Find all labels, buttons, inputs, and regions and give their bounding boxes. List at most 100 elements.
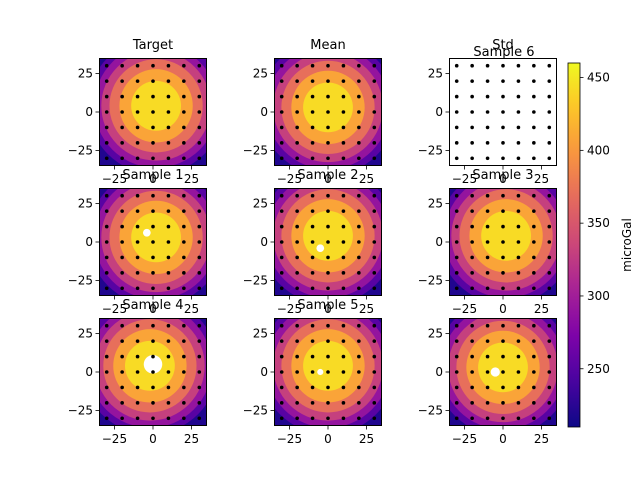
- station-point: [454, 416, 459, 421]
- station-point: [104, 141, 109, 145]
- station-point: [532, 370, 536, 374]
- station-point: [120, 323, 124, 328]
- contour-band: [303, 210, 353, 261]
- station-point: [166, 224, 171, 229]
- station-point: [470, 255, 474, 260]
- subplot-grid: −25 0 25 −25 0 25 Target −25 0 25 −25 0 25 Mean −25 0 25…: [68, 38, 557, 446]
- station-point: [295, 79, 299, 83]
- station-point: [295, 156, 299, 161]
- station-point: [372, 141, 377, 145]
- station-point: [485, 110, 490, 114]
- x-tick-label: 25: [184, 172, 199, 186]
- station-point: [547, 401, 552, 405]
- station-point: [279, 156, 284, 161]
- subplot-title: Sample 3: [472, 168, 533, 183]
- station-point: [372, 370, 377, 374]
- station-point: [295, 125, 299, 130]
- station-point: [357, 385, 361, 390]
- station-point: [104, 385, 109, 390]
- x-tick-label: −25: [277, 432, 302, 446]
- station-point: [532, 271, 536, 275]
- station-point: [104, 370, 109, 374]
- x-tick-label: 0: [499, 302, 507, 316]
- station-point: [485, 193, 490, 198]
- x-tick-label: 0: [149, 172, 157, 186]
- y-tick-label: 25: [428, 326, 443, 340]
- station-point: [279, 416, 284, 421]
- contour-field: [449, 188, 557, 296]
- station-point: [151, 63, 155, 68]
- station-point: [166, 94, 171, 99]
- station-point: [310, 255, 315, 260]
- contour-field: [274, 188, 382, 296]
- axes-frame: [274, 58, 382, 166]
- station-point: [454, 401, 459, 405]
- station-point: [372, 255, 377, 260]
- station-point: [135, 63, 140, 68]
- station-point: [166, 79, 171, 83]
- station-point: [135, 224, 140, 229]
- station-point: [326, 255, 330, 260]
- station-point: [310, 94, 315, 99]
- station-point: [372, 209, 377, 213]
- axes-frame: [274, 188, 382, 296]
- station-point: [532, 63, 536, 68]
- station-point: [516, 323, 521, 328]
- station-point: [120, 385, 124, 390]
- station-point: [516, 255, 521, 260]
- station-point: [197, 339, 202, 343]
- station-point: [454, 286, 459, 291]
- station-point: [501, 209, 505, 213]
- station-point: [470, 141, 474, 145]
- y-tick-label: 25: [253, 196, 268, 210]
- station-point: [104, 339, 109, 343]
- station-point: [326, 339, 330, 343]
- station-point: [182, 94, 186, 99]
- station-point: [341, 240, 346, 244]
- station-point: [135, 354, 140, 359]
- station-point: [485, 286, 490, 291]
- station-point: [166, 255, 171, 260]
- colorbar-tick-label: 450: [587, 71, 610, 85]
- station-point: [532, 255, 536, 260]
- station-point: [135, 370, 140, 374]
- station-point: [326, 271, 330, 275]
- station-point: [151, 401, 155, 405]
- station-point: [197, 209, 202, 213]
- axes-frame: [99, 58, 207, 166]
- station-point: [501, 125, 505, 130]
- station-point: [470, 339, 474, 343]
- station-point: [120, 193, 124, 198]
- station-point: [120, 401, 124, 405]
- station-point: [295, 385, 299, 390]
- station-point: [135, 156, 140, 161]
- station-point: [295, 193, 299, 198]
- station-point: [166, 385, 171, 390]
- station-point: [279, 125, 284, 130]
- station-point: [310, 110, 315, 114]
- station-point: [485, 94, 490, 99]
- y-tick-label: 0: [435, 235, 443, 249]
- station-point: [182, 385, 186, 390]
- station-point: [295, 401, 299, 405]
- station-point: [516, 224, 521, 229]
- contour-field: [274, 318, 382, 426]
- station-point: [310, 370, 315, 374]
- station-point: [104, 209, 109, 213]
- station-point: [485, 416, 490, 421]
- station-point: [197, 354, 202, 359]
- station-point: [532, 339, 536, 343]
- y-tick-label: −25: [68, 404, 93, 418]
- station-point: [279, 209, 284, 213]
- station-point: [120, 416, 124, 421]
- station-point: [454, 385, 459, 390]
- station-point: [197, 323, 202, 328]
- contour-gap: [490, 367, 500, 377]
- station-point: [357, 94, 361, 99]
- station-point: [104, 94, 109, 99]
- station-point: [326, 323, 330, 328]
- station-point: [454, 94, 459, 99]
- station-point: [279, 94, 284, 99]
- station-point: [516, 271, 521, 275]
